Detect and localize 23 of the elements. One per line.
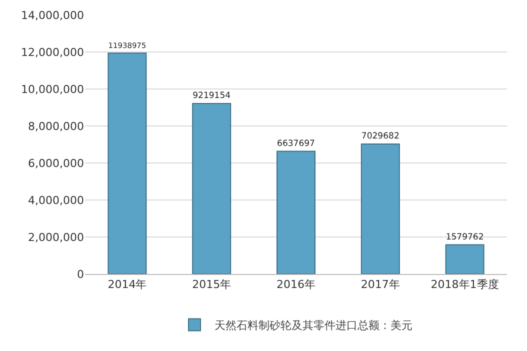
x-tick-label: 2017年 — [360, 278, 400, 292]
y-tick-label: 6,000,000 — [28, 156, 84, 170]
bar — [108, 52, 147, 274]
y-tick-label: 4,000,000 — [28, 194, 84, 207]
y-tick-label: 0 — [77, 268, 84, 281]
data-label: 9219154 — [192, 91, 231, 102]
data-label: 1579762 — [446, 232, 484, 242]
x-tick-label: 2018年1季度 — [430, 278, 499, 292]
x-tick-label: 2014年 — [108, 278, 147, 292]
y-tick-label: 12,000,000 — [21, 46, 84, 59]
x-tick-label: 2016年 — [276, 278, 316, 292]
bar — [360, 143, 400, 274]
y-tick-label: 10,000,000 — [21, 82, 84, 96]
legend-label: 天然石料制砂轮及其零件进口总额：美元 — [214, 319, 412, 332]
y-tick-label: 8,000,000 — [28, 120, 84, 133]
bar — [192, 102, 232, 274]
y-tick-label: 14,000,000 — [21, 8, 84, 22]
data-label: 7029682 — [361, 132, 400, 142]
bar — [445, 244, 484, 274]
bar — [276, 150, 316, 274]
x-tick-label: 2015年 — [192, 278, 232, 292]
data-label: 6637697 — [277, 138, 315, 149]
y-tick-label: 2,000,000 — [28, 230, 84, 244]
